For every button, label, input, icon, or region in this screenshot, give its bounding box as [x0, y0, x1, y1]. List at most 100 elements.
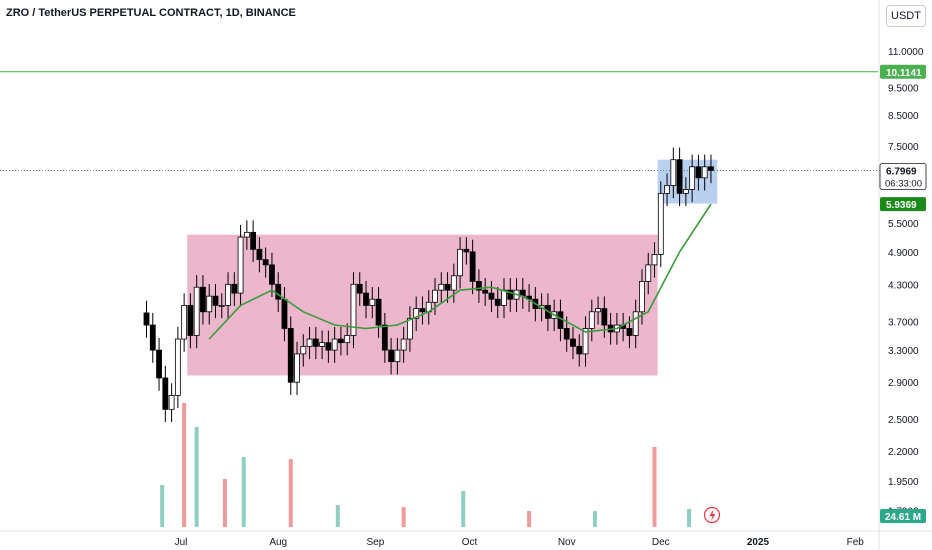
candle-body	[237, 236, 244, 294]
candle	[231, 272, 238, 306]
candle-body	[325, 342, 332, 351]
x-tick-label: 2025	[747, 537, 770, 548]
symbol-title: ZRO / TetherUS PERPETUAL CONTRACT, 1D, B…	[6, 7, 296, 19]
candle-body	[275, 283, 282, 300]
candle	[174, 326, 181, 409]
candle-body	[407, 317, 413, 340]
volume-bar	[592, 511, 597, 527]
candle	[306, 326, 313, 360]
volume-label-text: 24.61 M	[885, 512, 921, 523]
candle-body	[269, 264, 275, 285]
candle	[413, 296, 420, 332]
candle-body	[576, 345, 583, 355]
candle	[275, 272, 282, 312]
candle-body	[394, 349, 401, 363]
candle-body	[350, 283, 357, 336]
candle	[676, 147, 683, 207]
volume-bar	[182, 403, 187, 527]
candle-body	[494, 298, 501, 306]
price-label-bg	[880, 197, 926, 212]
candle-body	[174, 338, 181, 396]
volume-bar	[687, 509, 692, 527]
candle-body	[651, 254, 658, 266]
candle	[407, 306, 413, 352]
candle-body	[595, 308, 601, 313]
candle-body	[143, 312, 150, 326]
candle	[463, 237, 470, 265]
candle	[250, 220, 257, 263]
candle	[488, 281, 495, 312]
candle	[143, 300, 150, 338]
candle	[588, 299, 595, 342]
candle-body	[187, 305, 194, 336]
candle-body	[218, 305, 225, 307]
candle-body	[695, 166, 702, 179]
candle-body	[344, 335, 351, 344]
candle-body	[501, 289, 507, 306]
volume-bar	[461, 491, 466, 527]
volume-bar	[160, 485, 165, 527]
y-tick-label: 5.5000	[888, 219, 919, 230]
candle	[287, 316, 294, 395]
candle	[651, 242, 658, 278]
currency-unit-button[interactable]: USDT	[886, 5, 926, 27]
y-tick-label: 3.7000	[888, 318, 919, 329]
volume-label-bg	[880, 509, 926, 523]
volume-bar	[652, 447, 657, 527]
candle	[438, 272, 445, 303]
candle-body	[181, 305, 188, 340]
candle-body	[231, 283, 238, 294]
candle	[350, 272, 357, 349]
candle-body	[639, 281, 645, 313]
candle	[300, 334, 307, 367]
lightning-icon[interactable]	[703, 506, 721, 524]
candle-body	[312, 338, 319, 347]
candle	[369, 287, 376, 319]
candle	[156, 337, 162, 391]
candle	[168, 383, 175, 423]
candle-body	[563, 328, 570, 340]
candle-body	[306, 338, 313, 347]
candle-body	[507, 289, 514, 300]
candle	[325, 330, 332, 363]
candle	[645, 252, 652, 295]
price-label-text: 6.7969	[886, 167, 917, 178]
price-label-0: 10.1141	[880, 64, 926, 79]
price-label-3: 24.61 M	[880, 509, 926, 523]
candle	[375, 287, 382, 338]
candle-body	[664, 185, 670, 194]
candle-body	[149, 324, 156, 351]
y-tick-label: 2.2000	[888, 447, 919, 458]
candle-body	[225, 283, 231, 306]
volume-bar	[288, 459, 293, 527]
candle-body	[319, 342, 326, 347]
candle-body	[281, 298, 288, 329]
candle	[394, 337, 401, 375]
candle	[419, 296, 426, 325]
candle	[482, 278, 489, 306]
moving-average-line	[208, 203, 712, 340]
volume-bar	[527, 511, 532, 527]
volume-bar	[222, 479, 227, 527]
candle-body	[250, 231, 257, 250]
candle	[494, 287, 501, 319]
candle-body	[262, 259, 269, 266]
candle-body	[338, 338, 344, 344]
price-label-text: 5.9369	[886, 200, 917, 211]
candle-body	[444, 283, 451, 291]
candle	[237, 224, 244, 306]
candle	[225, 272, 231, 319]
price-label-text: 10.1141	[886, 68, 922, 79]
candle-body	[682, 189, 689, 194]
candle	[469, 239, 476, 295]
candle-body	[388, 349, 395, 363]
candle	[664, 173, 670, 207]
y-tick-label: 2.5000	[888, 415, 919, 426]
candle	[162, 365, 169, 423]
x-tick-label: Jul	[175, 537, 188, 548]
candle	[444, 272, 451, 303]
candle	[344, 323, 351, 356]
candle	[388, 337, 395, 375]
